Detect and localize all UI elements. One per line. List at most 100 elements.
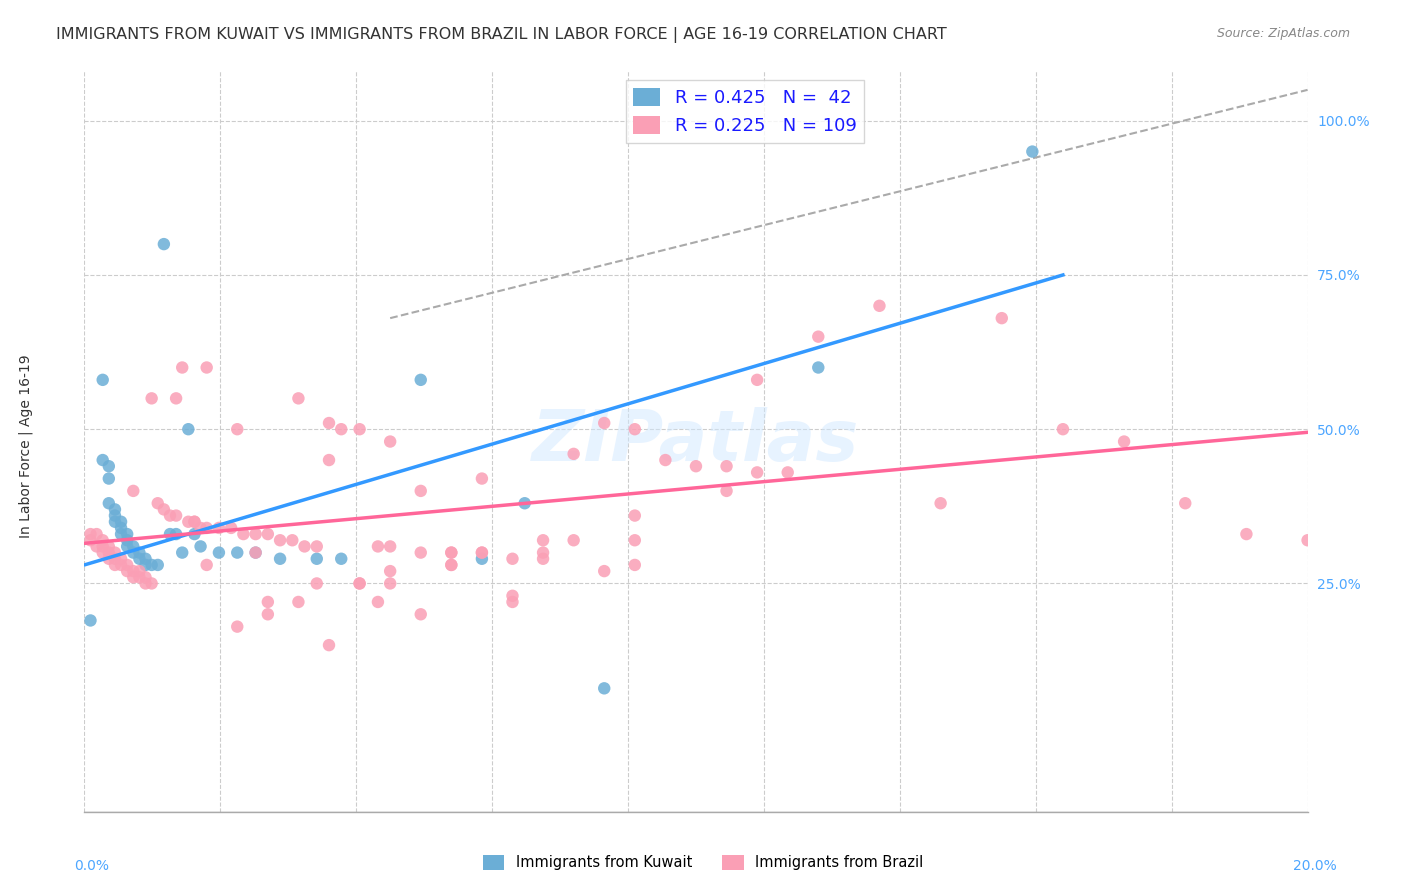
- Point: [79, 614, 101, 628]
- Point: [104, 508, 127, 523]
- Point: [135, 558, 157, 572]
- Point: [305, 576, 328, 591]
- Point: [367, 540, 389, 554]
- Point: [122, 540, 145, 554]
- Point: [807, 329, 830, 343]
- Point: [122, 483, 145, 498]
- Point: [91, 533, 114, 548]
- Point: [869, 299, 891, 313]
- Point: [624, 508, 647, 523]
- Point: [531, 533, 554, 548]
- Point: [104, 515, 127, 529]
- Point: [86, 540, 108, 554]
- Point: [135, 576, 157, 591]
- Point: [122, 570, 145, 584]
- Point: [146, 496, 169, 510]
- Point: [409, 373, 432, 387]
- Point: [716, 459, 738, 474]
- Point: [110, 521, 132, 535]
- Point: [183, 515, 205, 529]
- Point: [305, 540, 328, 554]
- Point: [1052, 422, 1074, 436]
- Point: [380, 540, 402, 554]
- Point: [1114, 434, 1136, 449]
- Point: [747, 373, 769, 387]
- Text: In Labor Force | Age 16-19: In Labor Force | Age 16-19: [18, 354, 32, 538]
- Point: [97, 472, 120, 486]
- Point: [110, 527, 132, 541]
- Point: [153, 502, 176, 516]
- Legend: Immigrants from Kuwait, Immigrants from Brazil: Immigrants from Kuwait, Immigrants from …: [477, 848, 929, 876]
- Point: [502, 551, 524, 566]
- Point: [208, 546, 231, 560]
- Point: [624, 422, 647, 436]
- Point: [165, 527, 187, 541]
- Point: [122, 564, 145, 578]
- Point: [471, 546, 494, 560]
- Point: [471, 546, 494, 560]
- Point: [593, 416, 616, 430]
- Point: [195, 521, 218, 535]
- Point: [91, 373, 114, 387]
- Point: [190, 521, 212, 535]
- Point: [226, 546, 249, 560]
- Point: [624, 533, 647, 548]
- Point: [195, 558, 218, 572]
- Point: [128, 546, 150, 560]
- Point: [79, 527, 101, 541]
- Point: [208, 521, 231, 535]
- Point: [104, 551, 127, 566]
- Point: [172, 360, 194, 375]
- Point: [183, 515, 205, 529]
- Point: [330, 551, 353, 566]
- Point: [349, 422, 371, 436]
- Text: ZIPatlas: ZIPatlas: [533, 407, 859, 476]
- Point: [141, 558, 163, 572]
- Point: [593, 564, 616, 578]
- Point: [97, 540, 120, 554]
- Point: [1174, 496, 1197, 510]
- Point: [1296, 533, 1319, 548]
- Point: [122, 546, 145, 560]
- Point: [141, 392, 163, 406]
- Point: [513, 496, 536, 510]
- Point: [305, 551, 328, 566]
- Point: [440, 558, 463, 572]
- Point: [502, 595, 524, 609]
- Point: [440, 546, 463, 560]
- Point: [245, 546, 267, 560]
- Point: [104, 546, 127, 560]
- Point: [219, 521, 242, 535]
- Point: [110, 558, 132, 572]
- Point: [97, 496, 120, 510]
- Point: [128, 551, 150, 566]
- Point: [471, 472, 494, 486]
- Point: [183, 527, 205, 541]
- Point: [115, 540, 138, 554]
- Point: [110, 551, 132, 566]
- Point: [128, 570, 150, 584]
- Point: [929, 496, 952, 510]
- Point: [97, 546, 120, 560]
- Point: [86, 527, 108, 541]
- Point: [531, 546, 554, 560]
- Point: [115, 533, 138, 548]
- Point: [281, 533, 304, 548]
- Text: 0.0%: 0.0%: [75, 859, 108, 872]
- Text: IMMIGRANTS FROM KUWAIT VS IMMIGRANTS FROM BRAZIL IN LABOR FORCE | AGE 16-19 CORR: IMMIGRANTS FROM KUWAIT VS IMMIGRANTS FRO…: [56, 27, 948, 43]
- Point: [159, 527, 181, 541]
- Point: [593, 681, 616, 696]
- Point: [380, 434, 402, 449]
- Point: [440, 546, 463, 560]
- Point: [79, 533, 101, 548]
- Point: [380, 564, 402, 578]
- Point: [562, 447, 585, 461]
- Point: [177, 422, 200, 436]
- Point: [110, 515, 132, 529]
- Point: [807, 360, 830, 375]
- Point: [318, 453, 340, 467]
- Point: [104, 502, 127, 516]
- Point: [269, 533, 291, 548]
- Point: [287, 595, 309, 609]
- Point: [128, 564, 150, 578]
